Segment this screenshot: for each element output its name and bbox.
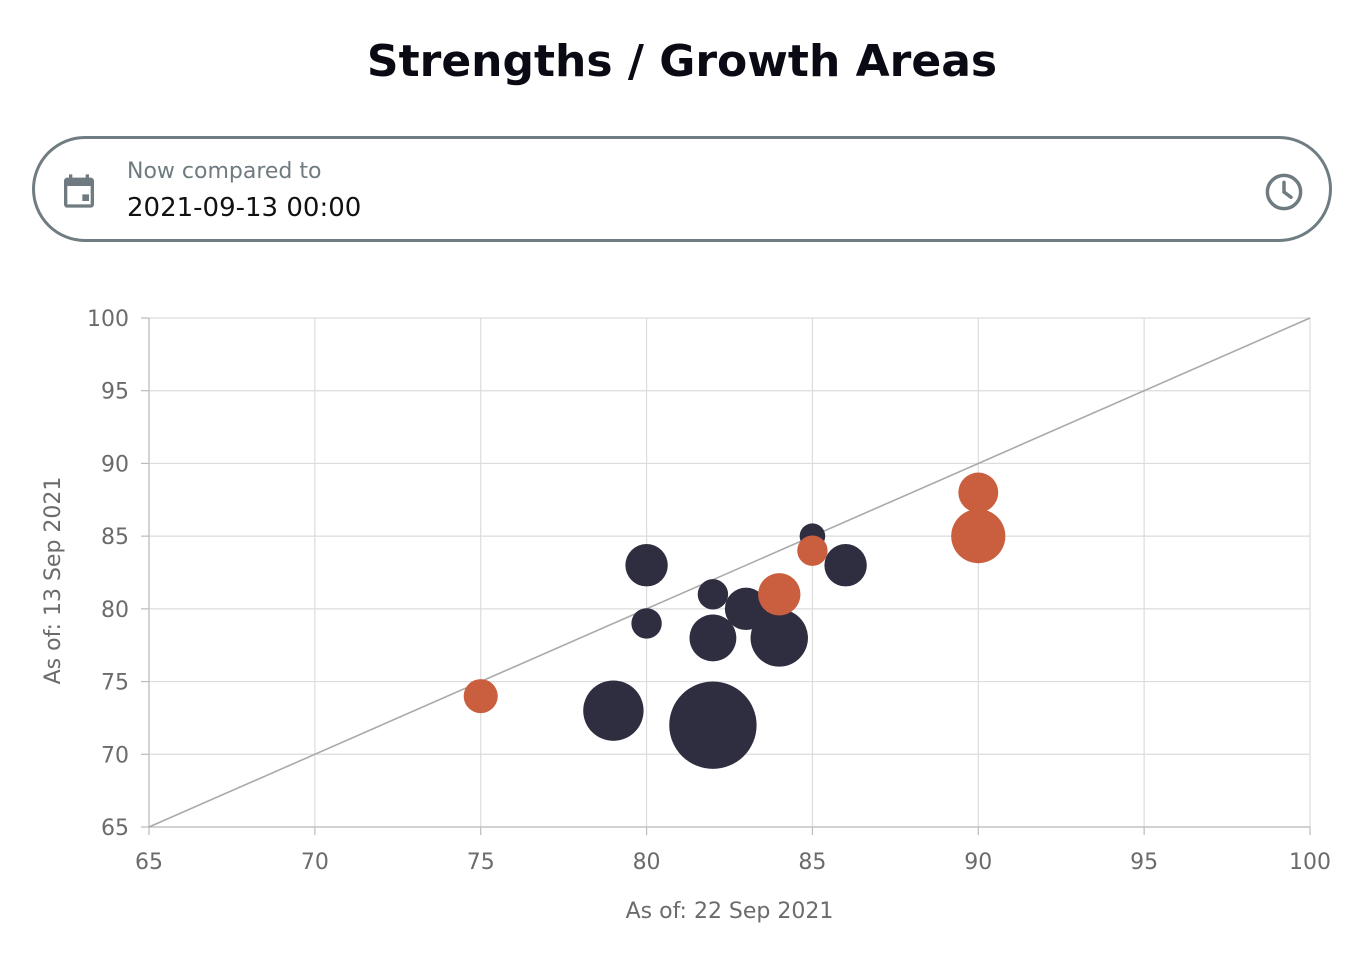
bubble-point (669, 681, 757, 769)
bubble-point (958, 472, 999, 513)
x-tick-label: 70 (301, 850, 329, 875)
x-tick-label: 85 (798, 850, 826, 875)
y-tick-label: 70 (101, 743, 129, 768)
y-tick-label: 85 (101, 525, 129, 550)
x-tick-label: 75 (467, 850, 495, 875)
x-tick-label: 95 (1130, 850, 1158, 875)
bubble-point (631, 608, 662, 639)
y-tick-label: 75 (101, 671, 129, 696)
x-tick-label: 65 (135, 850, 163, 875)
bubble-point (758, 573, 801, 616)
bubble-point (697, 579, 729, 610)
x-tick-label: 90 (964, 850, 992, 875)
bubble-point (724, 587, 768, 631)
picker-label: Now compared to (127, 159, 322, 184)
reference-line (148, 317, 1311, 828)
bubble-point (583, 680, 644, 741)
bubble-point (463, 679, 498, 714)
x-axis-title: As of: 22 Sep 2021 (626, 899, 834, 924)
bubble-point (824, 544, 867, 587)
y-tick-label: 80 (101, 598, 129, 623)
bubble-point (625, 544, 668, 587)
y-tick-label: 90 (101, 452, 129, 477)
bubble-point (689, 614, 737, 662)
x-tick-label: 80 (633, 850, 661, 875)
x-tick-label: 100 (1289, 850, 1331, 875)
y-tick-label: 95 (101, 380, 129, 405)
y-tick-label: 65 (101, 816, 129, 841)
clock-icon[interactable] (1263, 171, 1305, 213)
bubble-point (797, 535, 828, 566)
calendar-icon[interactable] (59, 171, 99, 211)
bubble-point (750, 609, 808, 667)
picker-value[interactable]: 2021-09-13 00:00 (127, 193, 362, 223)
bubble-point (951, 509, 1006, 564)
page-title: Strengths / Growth Areas (366, 36, 998, 87)
date-time-picker[interactable]: Now compared to 2021-09-13 00:00 (32, 136, 1332, 242)
y-tick-label: 100 (87, 307, 129, 332)
y-axis-title: As of: 13 Sep 2021 (41, 477, 66, 685)
bubble-chart: 65 70 75 80 85 90 95 100 100 95 90 85 80 75 70 65 As of:… (41, 307, 1331, 924)
